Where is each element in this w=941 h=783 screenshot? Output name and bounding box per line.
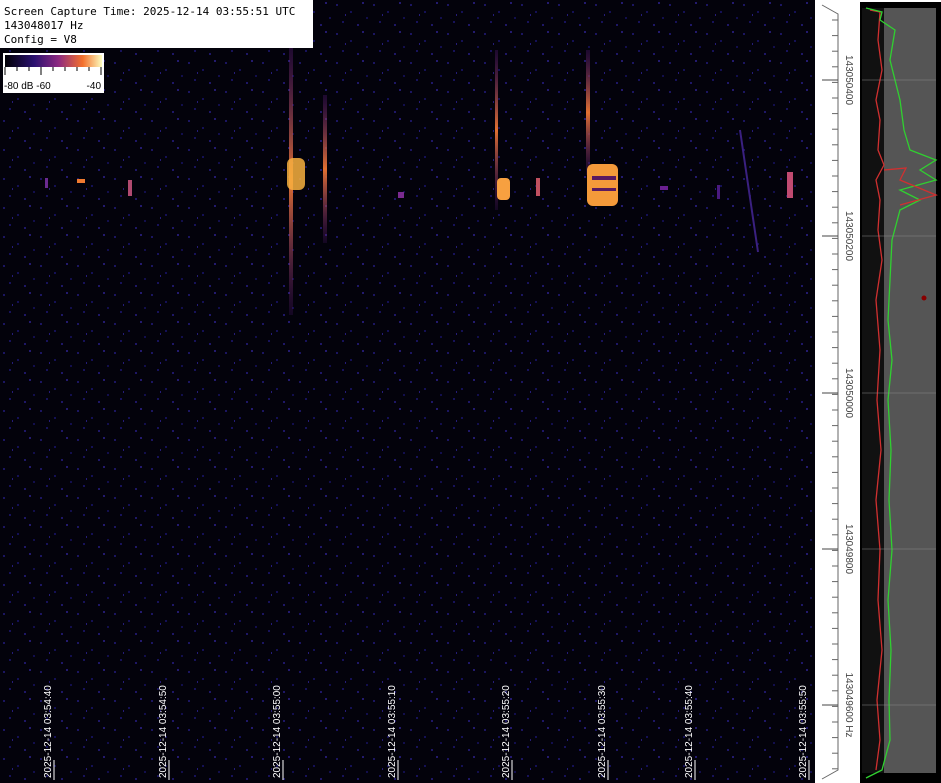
- signal-dot: [787, 172, 793, 198]
- signal-dot: [45, 178, 48, 188]
- signal-dot: [536, 178, 540, 196]
- signal-dot: [128, 180, 132, 196]
- info-box: [0, 0, 313, 48]
- waterfall: [0, 0, 815, 783]
- time-label: 2025-12-14 03:54:50: [158, 685, 169, 778]
- time-label: 2025-12-14 03:55:50: [798, 685, 809, 778]
- frequency-label: 143049800: [843, 524, 854, 574]
- signal-burst: [287, 158, 305, 190]
- frequency-label: 143049600 Hz: [843, 672, 854, 737]
- capture-time: Screen Capture Time: 2025-12-14 03:55:51…: [4, 5, 295, 18]
- frequency: 143048017 Hz: [4, 19, 83, 32]
- marker: [921, 295, 927, 301]
- time-label: 2025-12-14 03:55:40: [684, 685, 695, 778]
- spectrum-trace-red: [869, 9, 885, 771]
- frequency-label: 143050000: [843, 368, 854, 418]
- time-label: 2025-12-14 03:55:20: [501, 685, 512, 778]
- axis-bracket: [821, 4, 839, 780]
- signal-gap: [592, 176, 616, 180]
- spectrum-peak-red: [883, 167, 938, 206]
- signal-gap: [592, 188, 616, 191]
- signal-streak: [586, 50, 590, 175]
- signal-dot: [398, 192, 404, 198]
- time-label: 2025-12-14 03:55:10: [387, 685, 398, 778]
- signal-dot: [717, 185, 720, 199]
- signal-burst: [497, 178, 510, 200]
- signal-trail: [739, 129, 759, 253]
- colorbar-label: -80 dB -60: [4, 81, 51, 92]
- time-axis: 2025-12-14 03:54:40 2025-12-14 03:54:50 20…: [43, 685, 810, 780]
- config: Config = V8: [4, 33, 77, 46]
- frequency-ticks: 143050400 143050200 143050000 143049800 1430…: [822, 19, 854, 770]
- signal-burst: [587, 164, 618, 206]
- time-label: 2025-12-14 03:55:00: [272, 685, 283, 778]
- time-label: 2025-12-14 03:54:40: [43, 685, 54, 778]
- colorbar-label: -40: [87, 81, 102, 92]
- colorbar: [5, 55, 102, 67]
- signal-dot: [77, 179, 85, 183]
- time-label: 2025-12-14 03:55:30: [597, 685, 608, 778]
- frequency-label: 143050400: [843, 55, 854, 105]
- colorbar-ticks: [4, 67, 102, 75]
- signals: [45, 45, 793, 315]
- signal-dot: [660, 186, 668, 190]
- frequency-label: 143050200: [843, 211, 854, 261]
- signal-streak: [323, 95, 327, 243]
- signal-streak: [495, 50, 498, 210]
